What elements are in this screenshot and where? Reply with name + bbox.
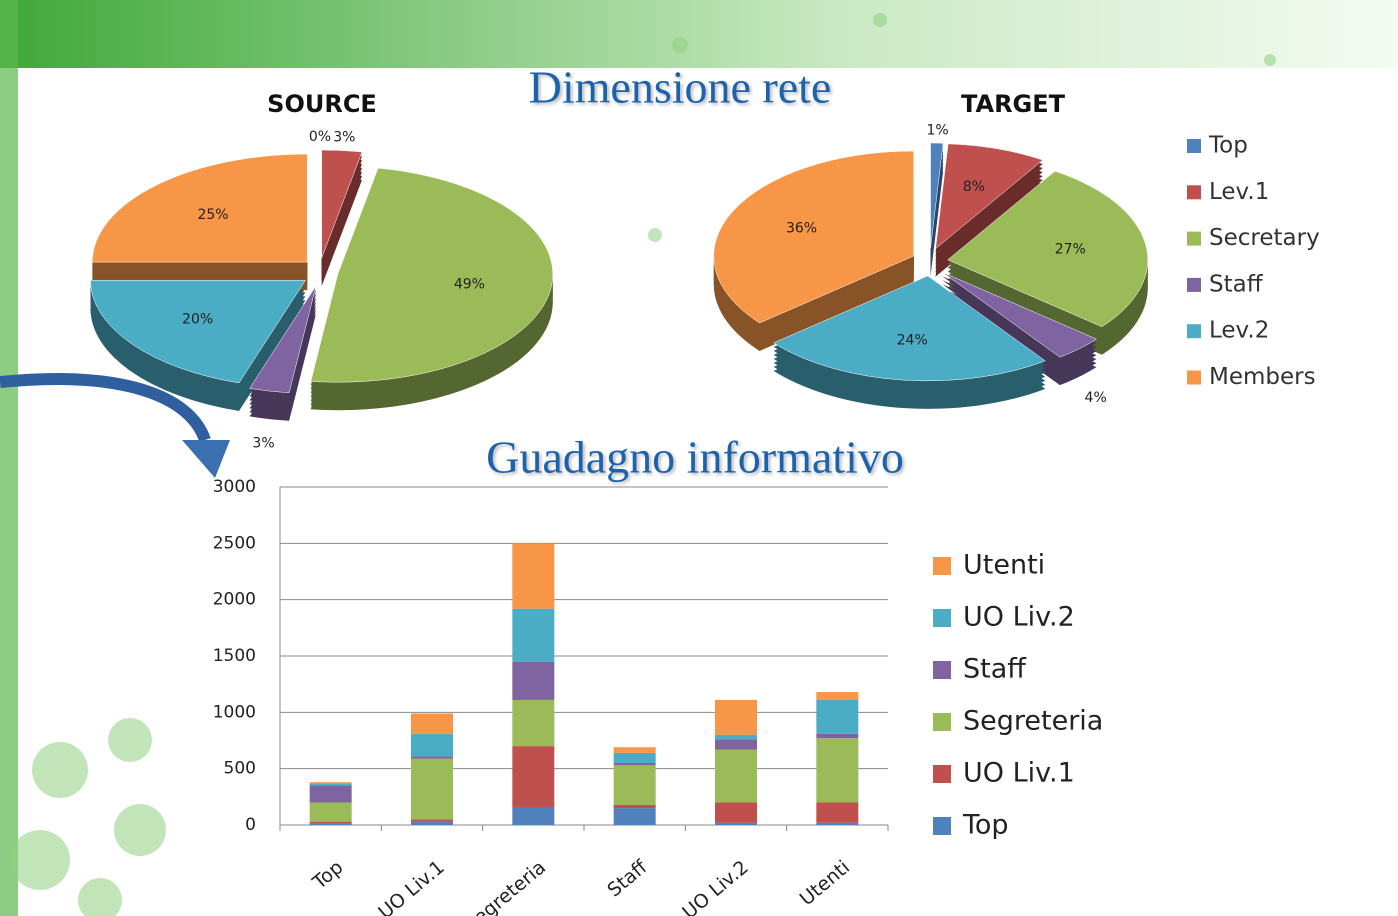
- bar-segment: [715, 700, 757, 735]
- legend-label: Lev.1: [1209, 179, 1269, 205]
- legend-label: Staff: [963, 654, 1027, 685]
- legend-swatch: [933, 661, 951, 679]
- bar-segment: [411, 713, 453, 733]
- legend-swatch: [933, 609, 951, 627]
- bar-segment: [614, 753, 656, 763]
- legend-swatch: [1187, 185, 1201, 199]
- pie-title: TARGET: [961, 90, 1066, 118]
- legend-swatch: [1187, 324, 1201, 338]
- data-label: 1%: [926, 122, 948, 138]
- bar-segment: [715, 750, 757, 803]
- bar-segment: [512, 700, 554, 746]
- y-tick-label: 1000: [213, 702, 256, 722]
- bar-segment: [715, 802, 757, 822]
- data-label: 4%: [1085, 390, 1107, 406]
- top-banner: [0, 0, 1398, 68]
- bar-segment: [512, 746, 554, 807]
- page: Dimensione rete Guadagno informativo Top…: [0, 0, 1398, 916]
- bar-segment: [411, 819, 453, 821]
- bar-segment: [411, 822, 453, 825]
- legend-label: UO Liv.2: [963, 602, 1075, 633]
- y-tick-label: 0: [245, 815, 256, 835]
- bar-segment: [816, 700, 858, 734]
- bar-segment: [512, 543, 554, 608]
- data-label: 8%: [963, 179, 985, 195]
- x-tick-label: UO Liv.1: [374, 856, 448, 916]
- legend-label: Staff: [1209, 271, 1264, 297]
- x-tick-label: Utenti: [796, 856, 854, 910]
- bar-segment: [715, 739, 757, 749]
- bar-segment: [614, 805, 656, 808]
- section-heading: Guadagno informativo: [486, 432, 904, 483]
- legend-swatch: [1187, 371, 1201, 385]
- bar-segment: [411, 759, 453, 820]
- legend-label: Secretary: [1209, 225, 1320, 251]
- legend-label: Members: [1209, 364, 1316, 390]
- legend-label: Utenti: [963, 550, 1045, 581]
- bar-segment: [614, 747, 656, 753]
- legend-swatch: [933, 765, 951, 783]
- left-strip: [0, 0, 18, 916]
- y-tick-label: 500: [224, 759, 256, 779]
- x-tick-label: UO Liv.2: [678, 856, 752, 916]
- y-tick-label: 2000: [213, 590, 256, 610]
- legend-swatch: [933, 557, 951, 575]
- legend-swatch: [933, 713, 951, 731]
- legend-label: Lev.2: [1209, 318, 1269, 344]
- bar-segment: [310, 782, 352, 783]
- data-label: 20%: [182, 312, 213, 328]
- legend-swatch: [933, 817, 951, 835]
- legend-swatch: [1187, 232, 1201, 246]
- x-tick-label: Top: [308, 856, 347, 894]
- x-tick-label: Staff: [603, 856, 652, 902]
- legend-label: Top: [962, 810, 1009, 841]
- data-label: 3%: [333, 130, 355, 146]
- y-tick-label: 3000: [213, 477, 256, 497]
- y-tick-label: 2500: [213, 533, 256, 553]
- bar-segment: [816, 738, 858, 802]
- bar-segment: [512, 807, 554, 825]
- bar-segment: [310, 822, 352, 824]
- arrow-head: [182, 440, 230, 478]
- bar-segment: [310, 824, 352, 825]
- bar-segment: [411, 734, 453, 757]
- legend-swatch: [1187, 278, 1201, 292]
- data-label: 0%: [309, 129, 331, 145]
- bar-segment: [715, 735, 757, 740]
- bar-segment: [816, 734, 858, 739]
- data-label: 36%: [786, 220, 817, 236]
- bar-segment: [310, 786, 352, 803]
- legend-label: Top: [1208, 133, 1248, 159]
- legend-label: Segreteria: [963, 706, 1103, 737]
- pie-title: SOURCE: [267, 90, 377, 118]
- bar-segment: [310, 783, 352, 785]
- bar-segment: [816, 802, 858, 822]
- data-label: 24%: [897, 332, 928, 348]
- bar-segment: [816, 692, 858, 700]
- data-label: 27%: [1055, 242, 1086, 258]
- slide: Dimensione rete Guadagno informativo Top…: [0, 0, 1398, 916]
- legend-swatch: [1187, 139, 1201, 153]
- legend-label: UO Liv.1: [963, 758, 1075, 789]
- section-heading: Dimensione rete: [529, 62, 832, 113]
- y-tick-label: 1500: [213, 646, 256, 666]
- bar-segment: [614, 808, 656, 825]
- data-label: 25%: [197, 207, 228, 223]
- bar-segment: [411, 756, 453, 758]
- bar-segment: [614, 765, 656, 804]
- bar-segment: [310, 802, 352, 821]
- bar-segment: [715, 823, 757, 825]
- bar-segment: [512, 662, 554, 700]
- bar-segment: [816, 823, 858, 825]
- bar-segment: [512, 609, 554, 662]
- data-label: 3%: [252, 436, 274, 452]
- x-tick-label: Segreteria: [460, 856, 550, 916]
- data-label: 49%: [454, 277, 485, 293]
- bar-segment: [614, 763, 656, 765]
